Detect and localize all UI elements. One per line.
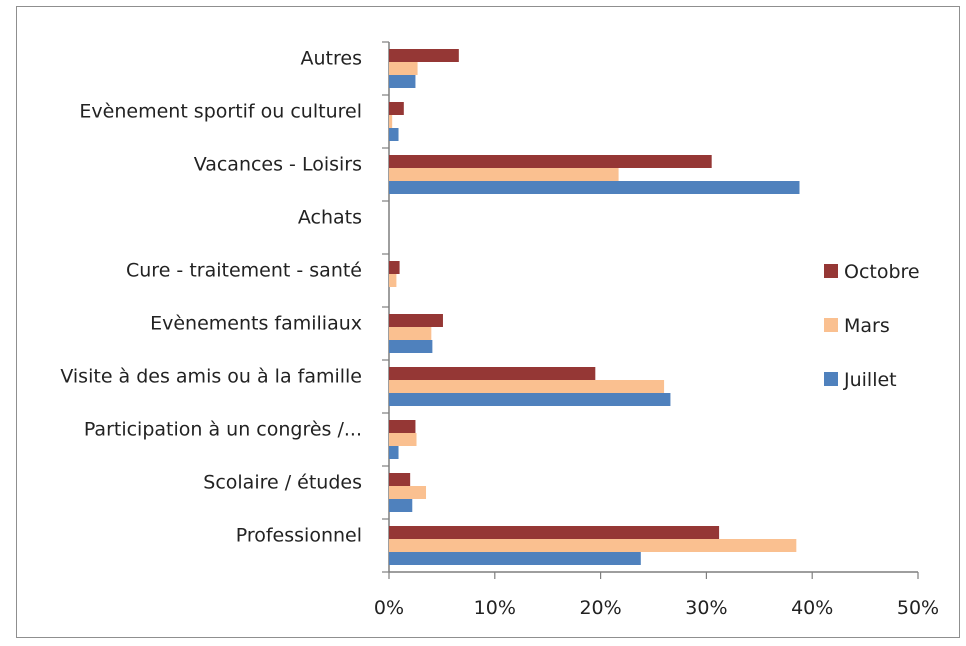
bar-octobre xyxy=(389,420,416,433)
category-label: Vacances - Loisirs xyxy=(194,154,362,176)
bar-octobre xyxy=(389,102,404,115)
bar-juillet xyxy=(389,181,800,194)
x-tick-label: 20% xyxy=(579,597,621,619)
legend-label-octobre: Octobre xyxy=(844,261,920,283)
bar-mars xyxy=(389,380,665,393)
bar-mars xyxy=(389,115,393,128)
x-tick-label: 50% xyxy=(897,597,939,619)
legend-label-juillet: Juillet xyxy=(843,369,897,391)
bar-mars xyxy=(389,539,797,552)
bar-octobre xyxy=(389,526,720,539)
x-tick-label: 0% xyxy=(374,597,404,619)
x-tick-label: 40% xyxy=(791,597,833,619)
bar-juillet xyxy=(389,393,671,406)
x-tick-label: 10% xyxy=(474,597,516,619)
bar-mars xyxy=(389,433,417,446)
bar-octobre xyxy=(389,155,712,168)
category-label: Participation à un congrès /... xyxy=(84,419,362,441)
category-label: Scolaire / études xyxy=(203,472,362,494)
bar-octobre xyxy=(389,473,411,486)
bar-mars xyxy=(389,274,397,287)
bar-juillet xyxy=(389,552,641,565)
category-label: Cure - traitement - santé xyxy=(126,260,362,282)
bar-juillet xyxy=(389,499,413,512)
bar-juillet xyxy=(389,128,399,141)
bar-juillet xyxy=(389,446,399,459)
category-label: Evènement sportif ou culturel xyxy=(79,101,362,123)
legend-swatch-juillet xyxy=(824,372,838,386)
x-tick-label: 30% xyxy=(685,597,727,619)
bar-octobre xyxy=(389,314,443,327)
legend-swatch-mars xyxy=(824,318,838,332)
bar-octobre xyxy=(389,367,596,380)
category-label: Visite à des amis ou à la famille xyxy=(60,366,362,388)
bar-juillet xyxy=(389,75,416,88)
category-label: Autres xyxy=(301,48,362,70)
bar-mars xyxy=(389,486,427,499)
bar-juillet xyxy=(389,340,433,353)
bar-mars xyxy=(389,62,418,75)
category-label: Achats xyxy=(298,207,362,229)
bar-mars xyxy=(389,327,432,340)
bar-octobre xyxy=(389,261,400,274)
bar-octobre xyxy=(389,49,459,62)
legend-label-mars: Mars xyxy=(844,315,890,337)
bar-mars xyxy=(389,168,619,181)
category-label: Professionnel xyxy=(236,525,362,547)
legend-swatch-octobre xyxy=(824,264,838,278)
category-label: Evènements familiaux xyxy=(150,313,362,335)
